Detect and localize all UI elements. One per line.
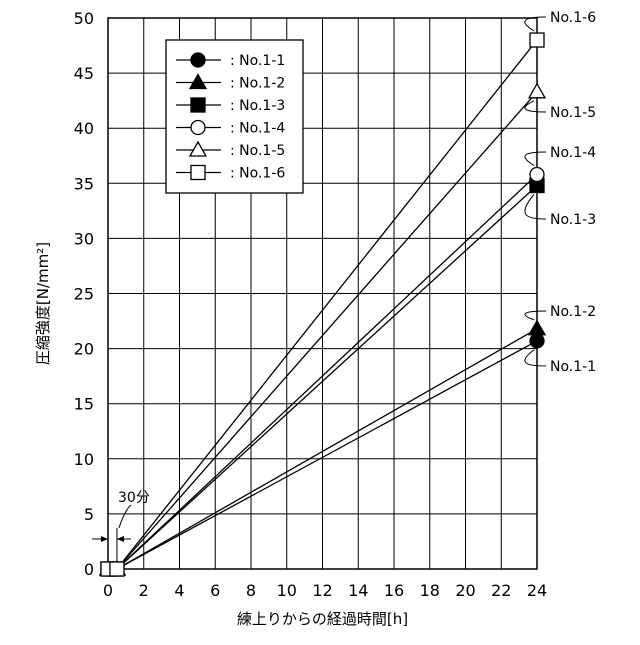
- legend-label-2: : No.1-2: [230, 76, 285, 92]
- callout-label-6: No.1-6: [550, 10, 596, 26]
- data-point-2-3: [529, 321, 545, 335]
- annotation-30min: 30分: [92, 490, 150, 562]
- annotation-arrowhead-right: [117, 536, 124, 542]
- callout-leader-2: [525, 311, 546, 320]
- callout-leader-4: [525, 152, 546, 165]
- x-tick-label: 12: [312, 581, 332, 600]
- legend-marker-6: [191, 166, 205, 180]
- legend-label-1: : No.1-1: [230, 53, 285, 69]
- callout-label-1: No.1-1: [550, 359, 596, 375]
- x-tick-label: 6: [210, 581, 220, 600]
- legend-marker-3: [191, 98, 205, 112]
- y-tick-label: 40: [74, 119, 94, 138]
- y-tick-label: 10: [74, 450, 94, 469]
- x-tick-label: 0: [103, 581, 113, 600]
- y-tick-label: 20: [74, 340, 94, 359]
- x-tick-label: 10: [277, 581, 297, 600]
- data-point-1-3: [530, 334, 544, 348]
- data-point-6-3: [530, 33, 544, 47]
- callout-leader-3: [525, 195, 546, 219]
- legend-marker-1: [191, 53, 205, 67]
- x-tick-label: 8: [246, 581, 256, 600]
- legend-label-3: : No.1-3: [230, 98, 285, 114]
- x-tick-label: 14: [348, 581, 368, 600]
- y-tick-label: 45: [74, 64, 94, 83]
- legend: : No.1-1 : No.1-2 : No.1-3 : No.1-4 : No.1-5…: [166, 40, 303, 193]
- legend-marker-4: [191, 121, 205, 135]
- y-tick-label: 35: [74, 174, 94, 193]
- callout-label-3: No.1-3: [550, 212, 596, 228]
- callout-label-4: No.1-4: [550, 145, 596, 161]
- legend-label-4: : No.1-4: [230, 121, 285, 137]
- x-tick-label: 4: [174, 581, 184, 600]
- y-tick-label: 30: [74, 229, 94, 248]
- y-tick-label: 0: [84, 560, 94, 579]
- legend-label-5: : No.1-5: [230, 143, 285, 159]
- x-tick-label: 24: [527, 581, 547, 600]
- data-point-5-3: [529, 84, 545, 98]
- y-tick-label: 50: [74, 9, 94, 28]
- y-tick-label: 5: [84, 505, 94, 524]
- annotation-leader: [119, 505, 131, 528]
- x-tick-label: 16: [384, 581, 404, 600]
- x-tick-label: 22: [491, 581, 511, 600]
- data-point-4-3: [530, 167, 544, 181]
- y-tick-label: 25: [74, 285, 94, 304]
- x-tick-label: 18: [420, 581, 440, 600]
- y-tick-label: 15: [74, 395, 94, 414]
- annotation-label: 30分: [118, 490, 150, 506]
- callout-label-2: No.1-2: [550, 304, 596, 320]
- y-axis-label: 圧縮強度[N/mm²]: [34, 242, 52, 365]
- callout-label-5: No.1-5: [550, 105, 596, 121]
- callout-leader-1: [525, 350, 546, 366]
- legend-label-6: : No.1-6: [230, 166, 285, 182]
- x-axis-label: 練上りからの経過時間[h]: [237, 610, 408, 628]
- x-tick-label: 2: [139, 581, 149, 600]
- annotation-arrowhead-left: [101, 536, 108, 542]
- x-tick-label: 20: [455, 581, 475, 600]
- callout-leader-6: [525, 17, 546, 31]
- data-point-6-2: [110, 562, 124, 576]
